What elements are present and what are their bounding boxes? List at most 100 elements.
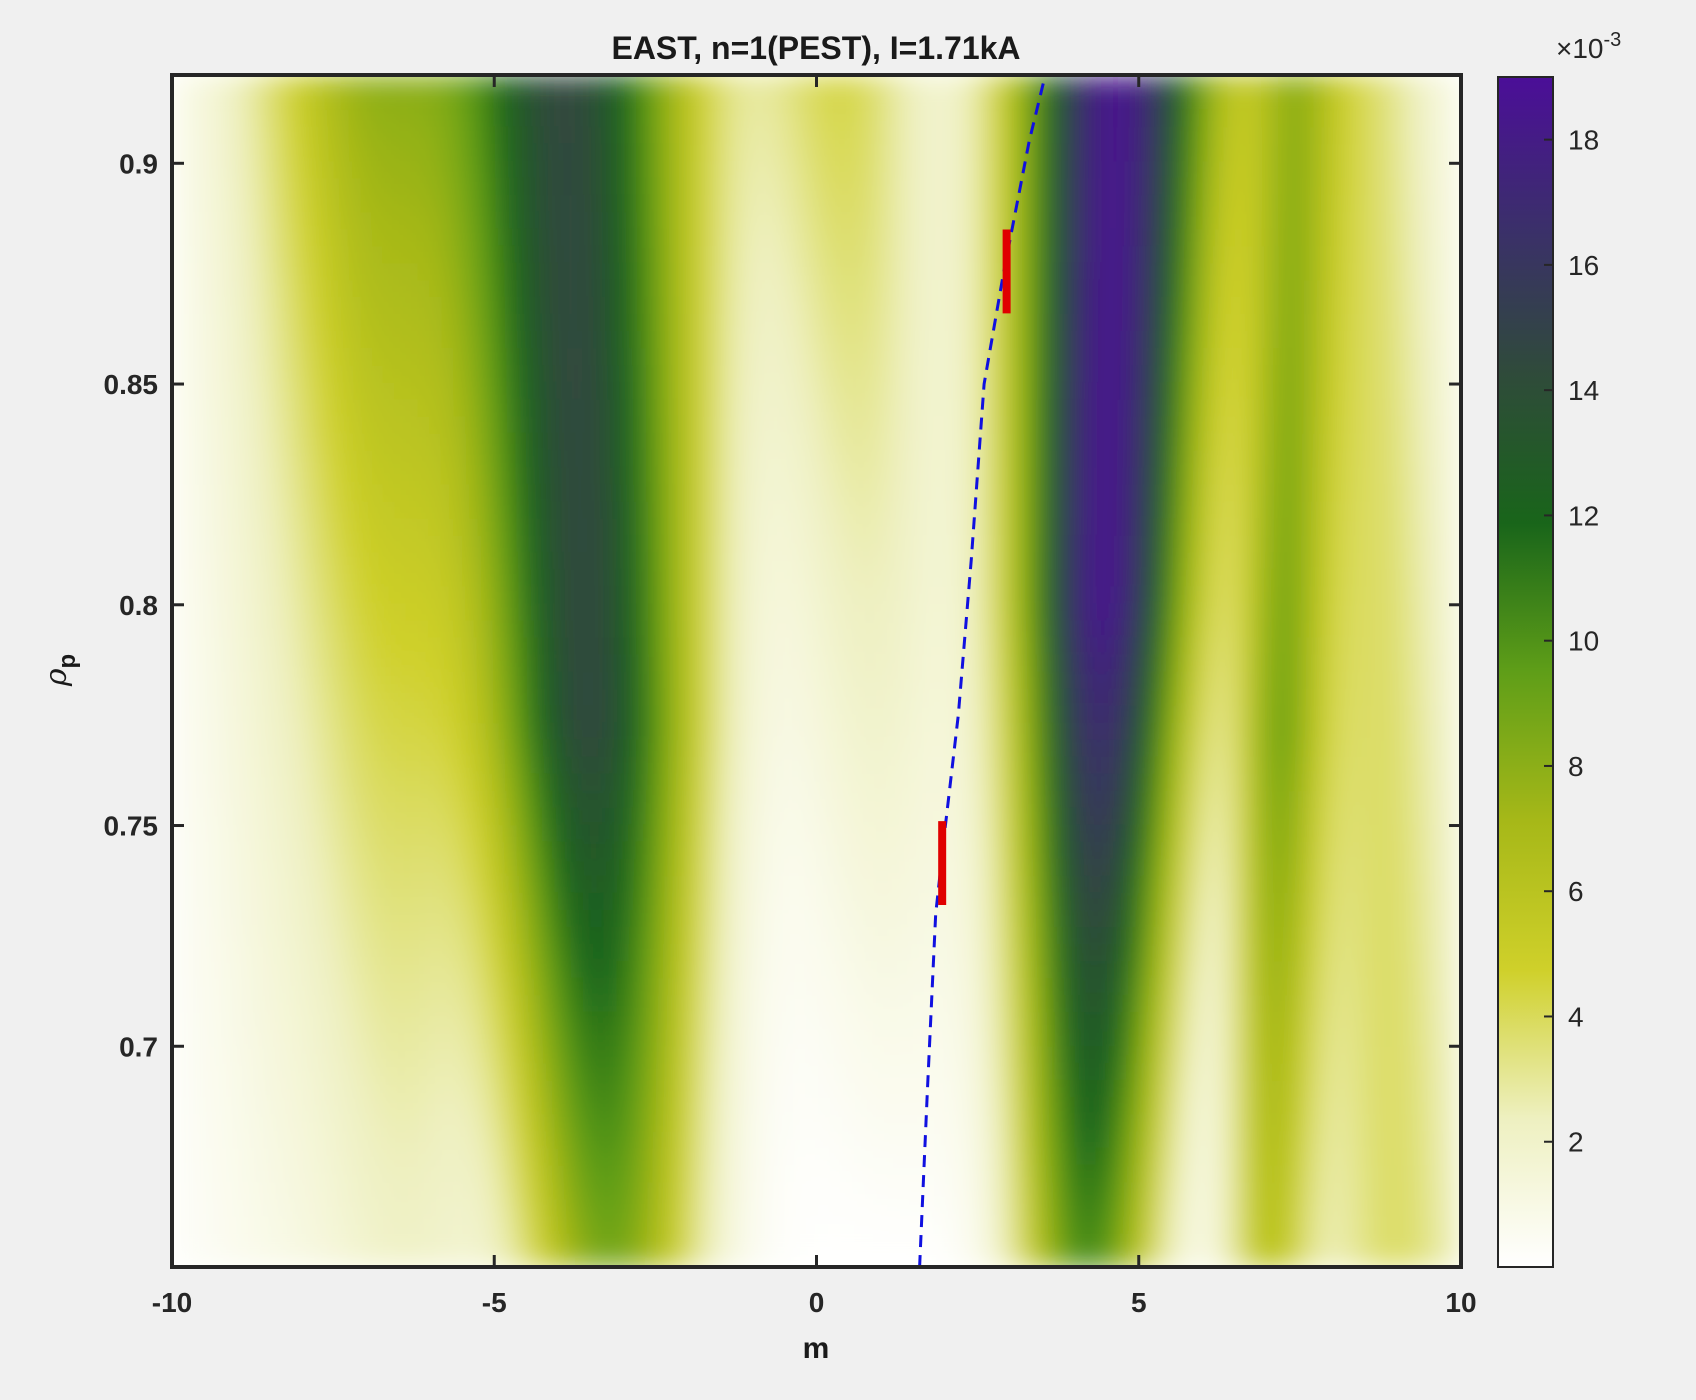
heatmap-cell [1238,1198,1251,1217]
heatmap-cell [1390,960,1403,979]
heatmap-cell [394,551,407,570]
heatmap-cell [640,824,653,842]
heatmap-cell [1191,1250,1204,1267]
heatmap-cell [593,688,607,706]
heatmap-cell [1144,909,1157,927]
heatmap-cell [172,858,185,876]
heatmap-cell [511,1113,525,1132]
heatmap-cell [371,875,384,893]
heatmap-cell [992,568,1005,587]
heatmap-cell [1390,602,1403,621]
heatmap-cell [1097,858,1110,876]
heatmap-cell [816,756,829,774]
heatmap-cell [781,977,794,996]
heatmap-cell [1027,1079,1040,1098]
heatmap-cell [1039,977,1052,996]
heatmap-cell [757,1164,771,1183]
heatmap-cell [1074,602,1087,621]
heatmap-cell [746,1113,759,1132]
heatmap-cell [570,1045,583,1064]
heatmap-cell [418,977,431,996]
heatmap-cell [488,1062,501,1081]
heatmap-cell [605,568,618,587]
heatmap-cell [1308,960,1321,979]
heatmap-cell [312,688,325,706]
heatmap-cell [1425,602,1439,621]
heatmap-cell [172,1250,185,1267]
heatmap-cell [687,977,700,996]
heatmap-cell [980,1011,993,1030]
heatmap-cell [500,943,513,962]
heatmap-cell [277,654,290,672]
heatmap-cell [382,1062,396,1081]
heatmap-cell [922,739,935,757]
heatmap-cell [418,892,431,910]
heatmap-cell [418,807,431,825]
heatmap-cell [1203,1250,1216,1267]
heatmap-cell [1214,977,1228,996]
heatmap-cell [1156,790,1169,808]
heatmap-cell [1168,551,1181,570]
heatmap-cell [1308,1232,1321,1251]
heatmap-cell [1379,1079,1392,1098]
heatmap-cell [382,722,396,740]
heatmap-cell [277,705,290,723]
heatmap-cell [476,960,489,979]
heatmap-cell [535,926,548,944]
heatmap-cell [816,841,829,859]
heatmap-cell [910,636,923,655]
heatmap-cell [394,960,407,979]
heatmap-cell [570,1198,583,1217]
heatmap-cell [1261,1045,1275,1064]
heatmap-cell [230,756,243,774]
heatmap-cell [1308,773,1321,791]
heatmap-cell [1414,756,1427,774]
heatmap-cell [1226,1062,1239,1081]
heatmap-cell [570,534,583,553]
heatmap-cell [1425,1062,1439,1081]
heatmap-cell [547,688,560,706]
heatmap-cell [922,841,935,859]
heatmap-cell [1250,1028,1263,1047]
heatmap-cell [757,977,771,996]
heatmap-cell [312,671,325,689]
heatmap-cell [1250,534,1263,553]
heatmap-cell [675,994,689,1013]
heatmap-cell [207,654,220,672]
heatmap-cell [207,1130,220,1149]
heatmap-cell [1414,671,1427,689]
heatmap-cell [839,1062,853,1081]
heatmap-cell [1355,1147,1368,1166]
heatmap-cell [1332,1130,1345,1149]
heatmap-cell [886,722,900,740]
heatmap-cell [476,1164,489,1183]
heatmap-cell [816,602,829,621]
heatmap-cell [195,705,208,723]
heatmap-cell [570,585,583,604]
heatmap-cell [605,773,618,791]
heatmap-cell [1238,926,1251,944]
heatmap-cell [523,1096,536,1115]
heatmap-cell [523,1028,536,1047]
heatmap-cell [500,858,513,876]
heatmap-cell [711,807,724,825]
heatmap-cell [746,1198,759,1217]
heatmap-cell [312,1079,325,1098]
heatmap-cell [910,705,923,723]
heatmap-cell [1296,790,1310,808]
heatmap-cell [992,756,1005,774]
heatmap-cell [570,739,583,757]
heatmap-cell [664,875,677,893]
heatmap-cell [863,943,876,962]
heatmap-cell [382,807,396,825]
heatmap-cell [465,568,478,587]
heatmap-cell [1414,688,1427,706]
heatmap-cell [1273,500,1286,519]
heatmap-cell [488,926,501,944]
heatmap-cell [277,1045,290,1064]
heatmap-cell [699,602,712,621]
heatmap-cell [488,483,501,502]
heatmap-cell [804,654,818,672]
heatmap-cell [242,790,255,808]
heatmap-cell [828,926,841,944]
